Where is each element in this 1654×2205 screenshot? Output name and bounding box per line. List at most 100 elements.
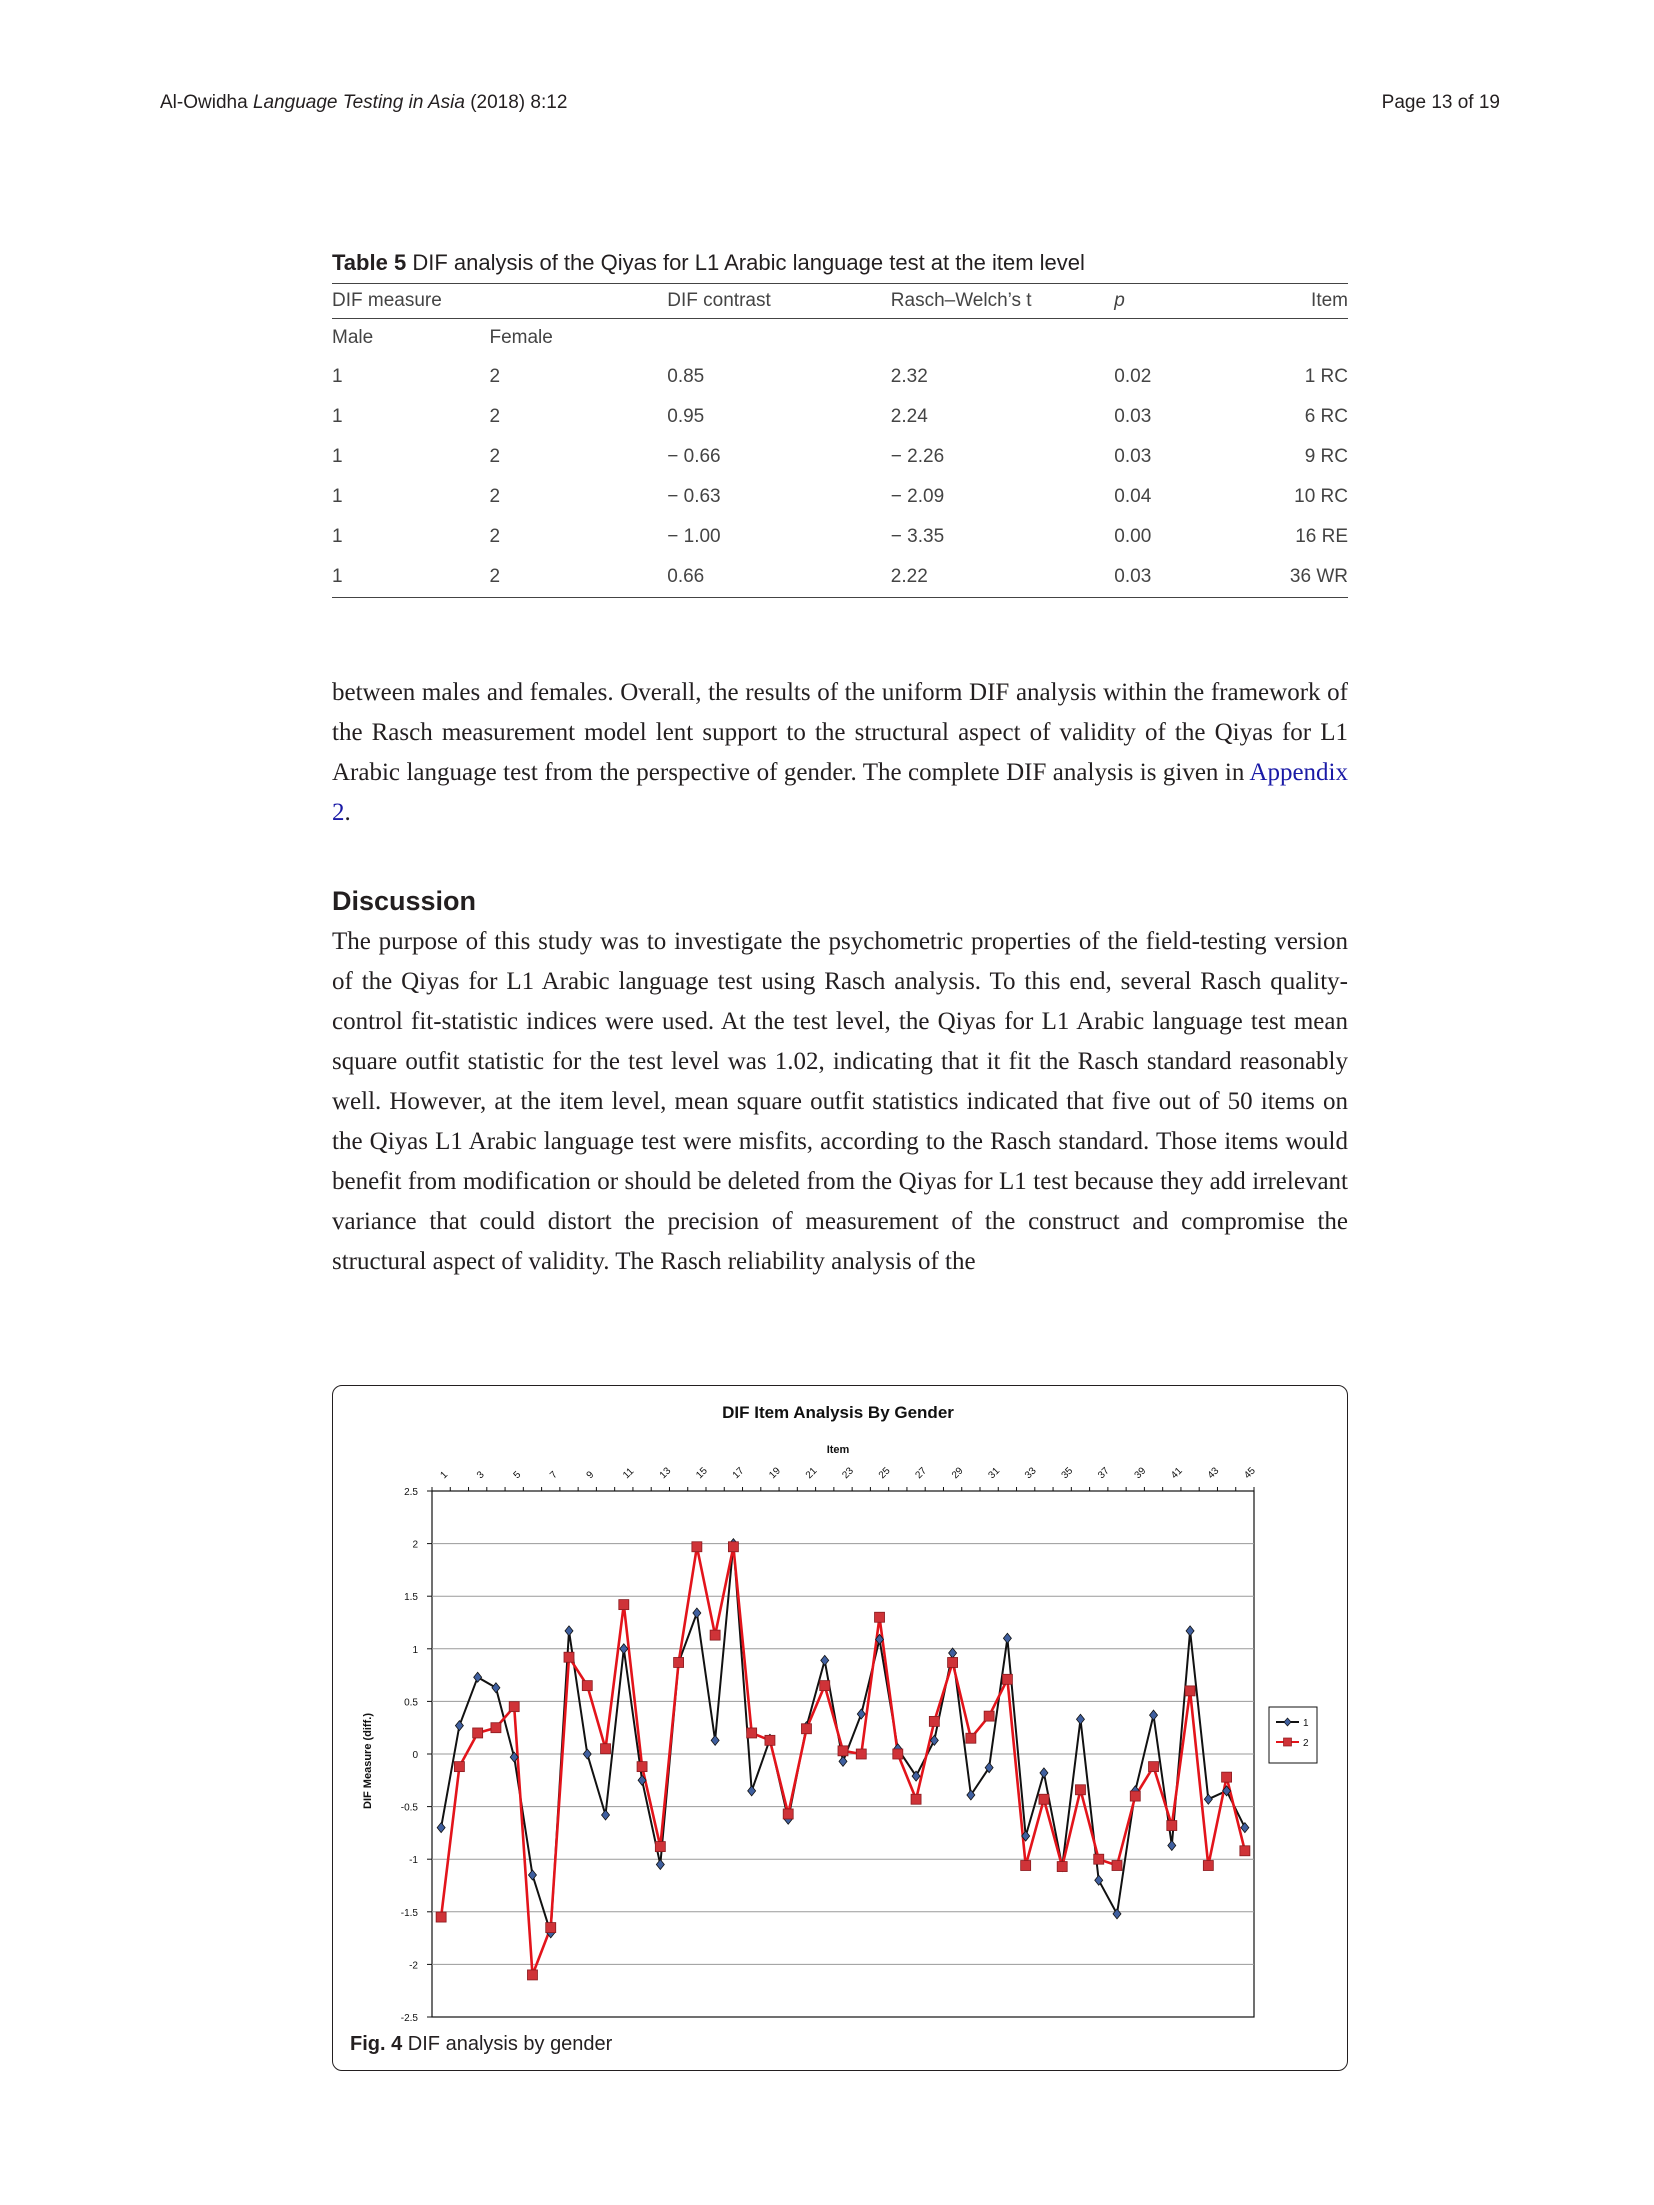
legend-label-1: 1 bbox=[1303, 1718, 1309, 1729]
data-point-2 bbox=[928, 1715, 940, 1727]
figure-caption: Fig. 4 DIF analysis by gender bbox=[350, 2033, 612, 2056]
table-cell: − 2.09 bbox=[890, 486, 945, 507]
table-cell: 0.02 bbox=[1114, 366, 1152, 387]
results-paragraph-end: . bbox=[344, 799, 351, 826]
table-cell: 0.03 bbox=[1114, 557, 1247, 598]
data-point-1 bbox=[601, 1809, 611, 1821]
data-point-2 bbox=[691, 1541, 703, 1553]
discussion-heading: Discussion bbox=[332, 886, 477, 916]
data-point-2 bbox=[472, 1727, 484, 1739]
data-point-2 bbox=[618, 1599, 630, 1611]
x-tick-label: 5 bbox=[512, 1469, 524, 1481]
data-point-1 bbox=[710, 1734, 720, 1746]
col-header-dif-measure: DIF measure bbox=[332, 283, 668, 319]
header-journal: Language Testing in Asia bbox=[252, 92, 465, 113]
x-tick-label: 9 bbox=[585, 1469, 597, 1481]
data-point-1 bbox=[1167, 1839, 1177, 1852]
y-tick-label: -1.5 bbox=[401, 1908, 419, 1919]
table-cell: 2 bbox=[489, 446, 501, 467]
x-tick-label: 33 bbox=[1023, 1465, 1039, 1481]
y-tick-label: -1 bbox=[409, 1855, 418, 1866]
legend-box bbox=[1268, 1706, 1318, 1764]
table-cell: − 0.63 bbox=[667, 486, 721, 507]
table-caption-text: DIF analysis of the Qiyas for L1 Arabic … bbox=[412, 250, 1085, 275]
data-point-1 bbox=[856, 1708, 866, 1720]
x-tick-label: 39 bbox=[1133, 1465, 1149, 1481]
data-point-2 bbox=[600, 1743, 611, 1755]
table-cell: 0.95 bbox=[667, 406, 705, 427]
col-header-dif-contrast: DIF contrast bbox=[667, 283, 891, 319]
table-row: 1 2 0.95 2.24 0.03 6 RC bbox=[332, 397, 1348, 437]
data-point-2 bbox=[581, 1680, 593, 1692]
table-container: DIF measure DIF contrast Rasch–Welch’s t… bbox=[332, 283, 1348, 598]
data-point-2 bbox=[727, 1541, 739, 1553]
data-point-2 bbox=[874, 1611, 885, 1623]
data-point-1 bbox=[875, 1633, 885, 1645]
table-cell: 2 bbox=[489, 526, 501, 547]
table-cell: 10 RC bbox=[1294, 486, 1348, 507]
data-point-1 bbox=[473, 1671, 483, 1683]
col-header-item: Item bbox=[1246, 283, 1348, 319]
y-tick-label: 2.5 bbox=[404, 1487, 418, 1498]
table-cell: 1 bbox=[332, 366, 343, 387]
table-cell: 9 RC bbox=[1304, 446, 1348, 467]
data-point-1 bbox=[984, 1762, 994, 1774]
data-point-1 bbox=[1039, 1767, 1049, 1779]
discussion-paragraph: The purpose of this study was to investi… bbox=[332, 928, 1348, 1275]
table-cell: 16 RE bbox=[1295, 526, 1348, 547]
data-point-1 bbox=[1149, 1709, 1159, 1721]
data-point-2 bbox=[1093, 1853, 1105, 1865]
chart-xlabel: Item bbox=[827, 1444, 850, 1456]
x-tick-label: 11 bbox=[621, 1466, 636, 1481]
y-tick-label: -2 bbox=[409, 1960, 418, 1971]
data-point-2 bbox=[545, 1922, 557, 1933]
table-cell: − 2.26 bbox=[890, 446, 945, 467]
table-subheader-row: Male Female bbox=[332, 319, 1348, 358]
y-tick-label: -2.5 bbox=[401, 2013, 419, 2024]
data-point-2 bbox=[1166, 1820, 1178, 1831]
data-point-1 bbox=[929, 1734, 939, 1746]
appendix-link[interactable]: Appendix 2 bbox=[332, 759, 1348, 826]
data-point-2 bbox=[782, 1808, 794, 1820]
data-point-2 bbox=[454, 1761, 465, 1773]
data-point-2 bbox=[709, 1629, 721, 1641]
legend-label-2: 2 bbox=[1303, 1738, 1309, 1749]
data-point-1 bbox=[1185, 1625, 1195, 1637]
table-row: 1 2 − 0.63 − 2.09 0.04 10 RC bbox=[332, 477, 1348, 517]
data-point-1 bbox=[527, 1869, 537, 1881]
y-tick-label: 2 bbox=[412, 1540, 418, 1551]
table-cell: 2 bbox=[489, 486, 501, 507]
table-row: 1 2 0.85 2.32 0.02 1 RC bbox=[332, 357, 1348, 397]
data-point-1 bbox=[655, 1858, 665, 1871]
data-point-1 bbox=[619, 1643, 629, 1655]
data-point-1 bbox=[966, 1789, 976, 1801]
data-point-2 bbox=[892, 1748, 904, 1760]
table-cell: 2 bbox=[489, 557, 668, 598]
table-cell: − 1.00 bbox=[667, 526, 721, 547]
x-tick-label: 3 bbox=[475, 1469, 487, 1481]
x-tick-label: 19 bbox=[767, 1465, 783, 1481]
x-tick-label: 41 bbox=[1169, 1465, 1185, 1481]
table-row: 1 2 − 0.66 − 2.26 0.03 9 RC bbox=[332, 437, 1348, 477]
table-cell: 1 RC bbox=[1304, 366, 1348, 387]
x-tick-label: 37 bbox=[1096, 1465, 1112, 1481]
chart-title: DIF Item Analysis By Gender bbox=[722, 1403, 954, 1422]
page-number: Page 13 of 19 bbox=[1381, 92, 1500, 113]
table-cell: − 3.35 bbox=[890, 526, 945, 547]
data-point-2 bbox=[819, 1680, 831, 1692]
data-point-1 bbox=[911, 1770, 921, 1782]
data-point-1 bbox=[820, 1654, 830, 1667]
data-point-2 bbox=[947, 1657, 958, 1668]
x-tick-label: 21 bbox=[804, 1465, 820, 1481]
table-cell: 0.00 bbox=[1114, 526, 1152, 547]
data-point-2 bbox=[837, 1745, 849, 1757]
data-point-2 bbox=[1002, 1673, 1013, 1685]
results-paragraph: between males and females. Overall, the … bbox=[332, 673, 1348, 833]
running-header: Al-Owidha Language Testing in Asia (2018… bbox=[160, 92, 567, 114]
x-tick-label: 7 bbox=[548, 1469, 560, 1481]
data-point-2 bbox=[910, 1793, 922, 1805]
data-point-2 bbox=[563, 1651, 575, 1663]
dif-chart: DIF Item Analysis By Gender Item DIF Mea… bbox=[362, 1403, 1318, 2024]
col-header-rasch-welch: Rasch–Welch’s t bbox=[890, 283, 1115, 319]
x-tick-label: 17 bbox=[731, 1465, 747, 1481]
